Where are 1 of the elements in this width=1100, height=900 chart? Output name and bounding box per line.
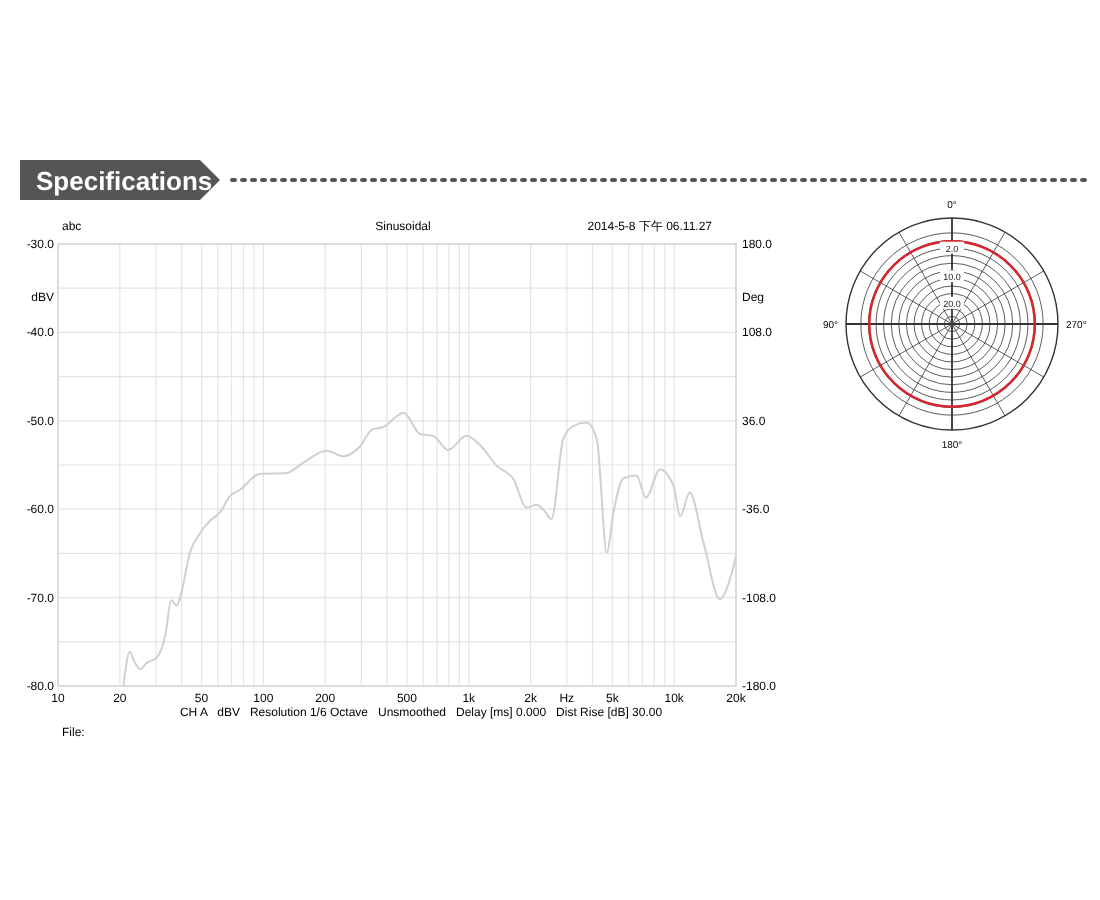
text: Specifications [36,166,213,196]
